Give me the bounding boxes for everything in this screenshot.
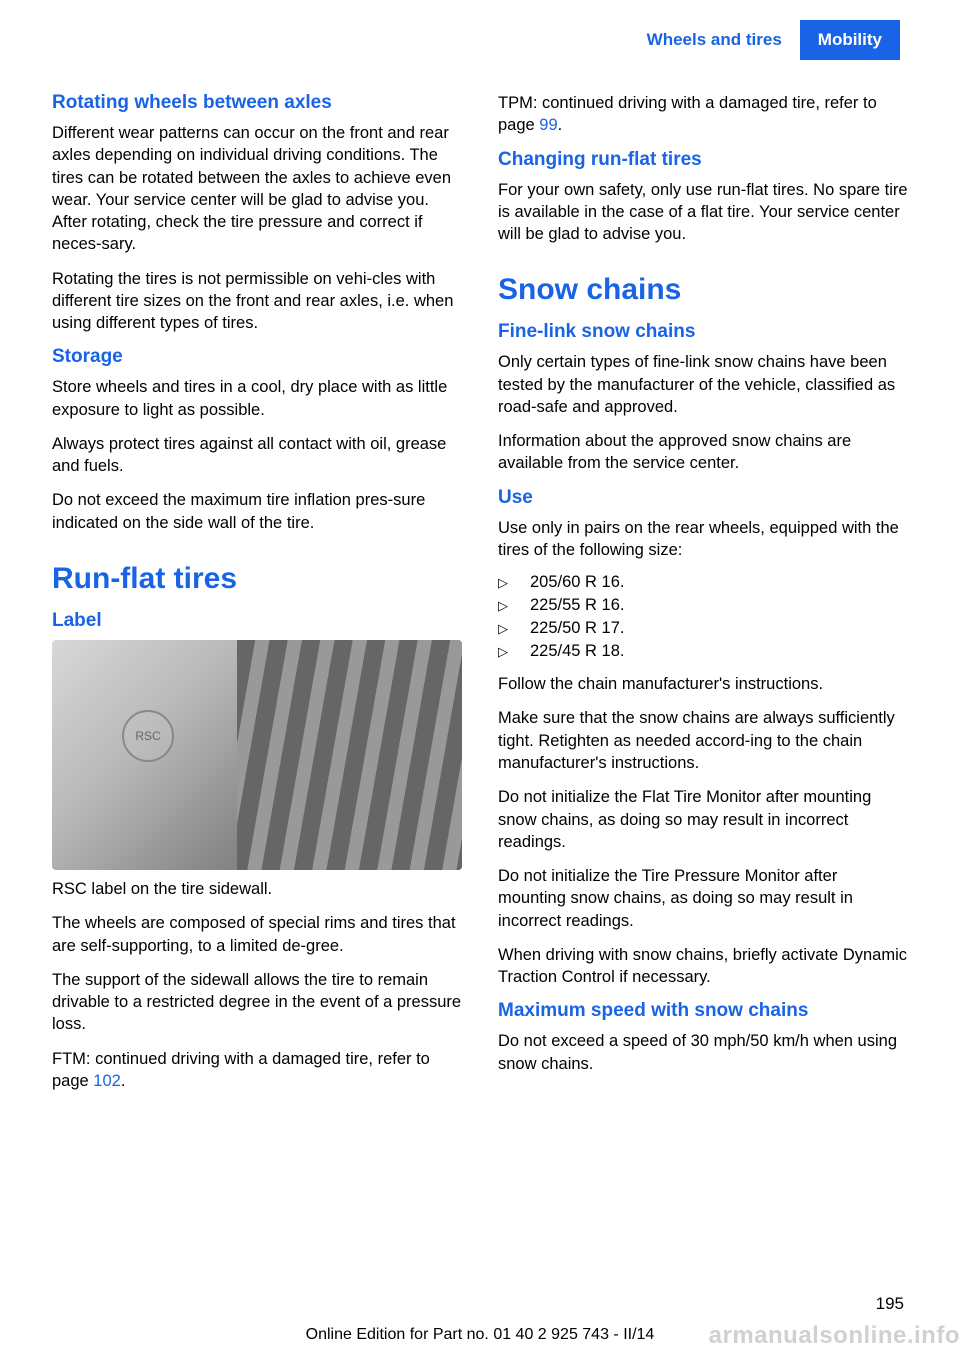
- para-rotating-2: Rotating the tires is not permissible on…: [52, 268, 462, 335]
- image-caption: RSC label on the tire sidewall.: [52, 878, 462, 900]
- list-item-text: 225/55 R 16.: [530, 596, 625, 615]
- page-ref-102[interactable]: 102: [93, 1072, 121, 1090]
- heading-run-flat-tires: Run-flat tires: [52, 562, 462, 596]
- para-label-2: The support of the sidewall allows the t…: [52, 969, 462, 1036]
- para-ftm-post: .: [121, 1072, 126, 1090]
- para-storage-1: Store wheels and tires in a cool, dry pl…: [52, 376, 462, 421]
- para-use-2: Follow the chain manufacturer's instruct…: [498, 673, 908, 695]
- para-rotating-1: Different wear patterns can occur on the…: [52, 122, 462, 256]
- page-number: 195: [876, 1294, 904, 1314]
- list-item: ▷ 205/60 R 16.: [498, 573, 908, 592]
- para-fine-2: Information about the approved snow chai…: [498, 430, 908, 475]
- para-use-6: When driving with snow chains, briefly a…: [498, 944, 908, 989]
- watermark: armanualsonline.info: [709, 1322, 960, 1350]
- heading-changing-run-flat: Changing run-flat tires: [498, 149, 908, 171]
- bullet-icon: ▷: [498, 621, 530, 637]
- para-tpm-post: .: [558, 116, 563, 134]
- list-item-text: 205/60 R 16.: [530, 573, 625, 592]
- para-use-4: Do not initialize the Flat Tire Monitor …: [498, 786, 908, 853]
- list-item-text: 225/45 R 18.: [530, 642, 625, 661]
- para-fine-1: Only certain types of fine-link snow cha…: [498, 351, 908, 418]
- heading-fine-link: Fine-link snow chains: [498, 321, 908, 343]
- para-use-5: Do not initialize the Tire Pressure Moni…: [498, 865, 908, 932]
- para-use-3: Make sure that the snow chains are alway…: [498, 707, 908, 774]
- bullet-icon: ▷: [498, 644, 530, 660]
- list-item: ▷ 225/55 R 16.: [498, 596, 908, 615]
- bullet-icon: ▷: [498, 575, 530, 591]
- header-breadcrumb-section: Wheels and tires: [629, 20, 800, 60]
- right-column: TPM: continued driving with a damaged ti…: [498, 92, 908, 1104]
- para-changing: For your own safety, only use run-flat t…: [498, 179, 908, 246]
- heading-use: Use: [498, 487, 908, 509]
- para-max-speed: Do not exceed a speed of 30 mph/50 km/h …: [498, 1030, 908, 1075]
- bullet-icon: ▷: [498, 598, 530, 614]
- header-breadcrumb-chapter: Mobility: [800, 20, 900, 60]
- page-header: Wheels and tires Mobility: [0, 0, 960, 60]
- page-content: Rotating wheels between axles Different …: [0, 60, 960, 1104]
- heading-snow-chains: Snow chains: [498, 273, 908, 307]
- tire-size-list: ▷ 205/60 R 16. ▷ 225/55 R 16. ▷ 225/50 R…: [498, 573, 908, 661]
- para-tpm: TPM: continued driving with a damaged ti…: [498, 92, 908, 137]
- para-storage-2: Always protect tires against all contact…: [52, 433, 462, 478]
- para-ftm: FTM: continued driving with a damaged ti…: [52, 1048, 462, 1093]
- list-item: ▷ 225/50 R 17.: [498, 619, 908, 638]
- list-item: ▷ 225/45 R 18.: [498, 642, 908, 661]
- para-storage-3: Do not exceed the maximum tire inflation…: [52, 489, 462, 534]
- heading-storage: Storage: [52, 346, 462, 368]
- heading-label: Label: [52, 610, 462, 632]
- para-use-1: Use only in pairs on the rear wheels, eq…: [498, 517, 908, 562]
- tire-rsc-image: [52, 640, 462, 870]
- heading-rotating-wheels: Rotating wheels between axles: [52, 92, 462, 114]
- left-column: Rotating wheels between axles Different …: [52, 92, 462, 1104]
- page-ref-99[interactable]: 99: [539, 116, 557, 134]
- heading-max-speed: Maximum speed with snow chains: [498, 1000, 908, 1022]
- list-item-text: 225/50 R 17.: [530, 619, 625, 638]
- para-label-1: The wheels are composed of special rims …: [52, 912, 462, 957]
